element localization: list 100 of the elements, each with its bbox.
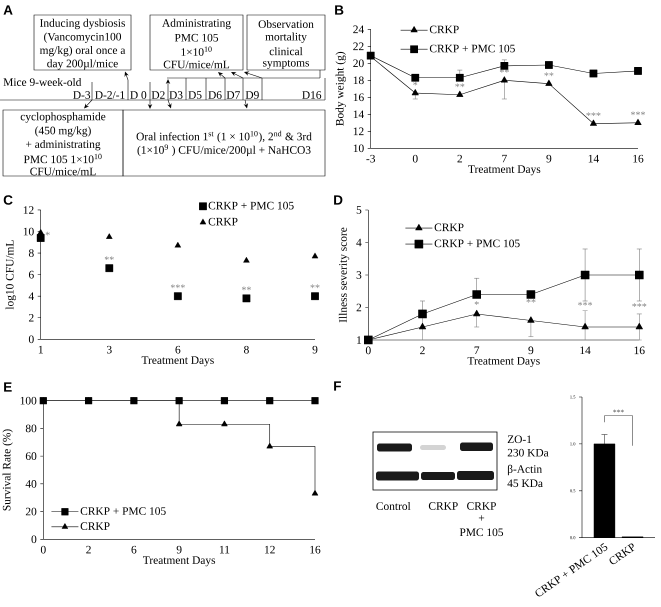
text: day 200µl/mice (47, 59, 118, 70)
annotation: *** (630, 112, 646, 116)
annotation: *** (632, 303, 646, 307)
text: PMC 105 1×10$^{10}$ (24, 154, 102, 164)
text: cyclophosphamide (20, 112, 106, 123)
x-tick-label: 6 (132, 546, 136, 554)
annotation: ** (455, 83, 464, 88)
x-axis-title: Treatment Days (142, 556, 216, 566)
x-tick-label: 2 (457, 154, 462, 162)
text: clinical (270, 47, 303, 56)
x-tick-label: 9 (312, 346, 318, 354)
y-tick-label: 16 (354, 93, 364, 102)
text: D-3 (73, 91, 90, 99)
annotation: ** (310, 284, 320, 288)
legend-label: CRKP + PMC 105 (208, 202, 294, 210)
text: 230 KDa (508, 448, 549, 457)
x-tick-label: 0 (366, 346, 371, 354)
text: D5 (188, 91, 202, 99)
x-tick-label: 9 (176, 546, 182, 554)
y-tick-label: 5 (356, 206, 362, 214)
text: PMC 105 (174, 34, 218, 42)
text: A (4, 5, 13, 15)
text: Inducing dysbiosis (40, 18, 126, 30)
y-tick-label: 60 (26, 452, 36, 460)
legend-label: CRKP (430, 26, 459, 34)
text: Oral infection 1$^{st}$ (1 × 10$^{10}$), 2$^{nd}$ & 3rd (136, 130, 312, 143)
annotation: ** (544, 72, 554, 76)
y-axis-title: log10 CFU/mL (6, 240, 16, 310)
text: D9 (246, 91, 259, 99)
y-tick-label: 20 (26, 508, 36, 516)
text: β-Actin (508, 464, 542, 476)
text: CRKP (467, 502, 496, 510)
x-tick-label: 1 (38, 346, 43, 354)
x-tick-label: 9 (528, 346, 534, 354)
text: (Vancomycin100 (44, 32, 122, 43)
text: CFU/mice/mL (164, 60, 230, 68)
text: D7 (226, 91, 240, 99)
y-tick-label: 100 (20, 396, 36, 405)
text: 1×10$^{10}$ (182, 46, 212, 56)
y-tick-label: 0 (28, 335, 34, 344)
y-tick-label: 2 (356, 304, 362, 312)
x-tick-label: 9 (546, 154, 552, 162)
x-tick-label: 12 (265, 546, 275, 554)
annotation: * (413, 82, 418, 86)
y-axis-title: Illness severity score (338, 228, 350, 322)
x-axis-title: Treatment Days (468, 165, 540, 176)
text: F (334, 381, 341, 391)
text: CRKP (428, 502, 458, 510)
y-tick-label: 10 (354, 144, 364, 152)
text: mortality (265, 32, 307, 43)
y-tick-label: 22 (353, 42, 364, 50)
text: + administrating (26, 140, 100, 150)
y-tick-label: 40 (26, 480, 36, 488)
annotation: * (474, 301, 479, 305)
chart-title: B (335, 5, 344, 15)
y-tick-label: 18 (354, 76, 364, 84)
annotation: ** (500, 69, 509, 73)
text: D16 (302, 91, 322, 99)
text: Control (376, 502, 410, 510)
chart-title: D (334, 195, 342, 205)
text: (1×10$^{9}$ ) CFU/mice/200µl + NaHCO3 (138, 144, 311, 156)
x-tick-label: -3 (366, 154, 376, 162)
chart-title: E (4, 382, 12, 392)
text: D2 (152, 91, 165, 99)
y-tick-label: 24 (353, 26, 364, 34)
x-tick-label: 16 (633, 154, 644, 162)
annotation: ** (242, 286, 251, 290)
x-tick-label: 0 (40, 546, 46, 554)
x-tick-label: 16 (634, 346, 645, 354)
legend-label: CRKP (208, 218, 238, 226)
annotation: ** (526, 298, 536, 303)
legend-label: CRKP (434, 224, 464, 232)
y-tick-label: 4 (28, 292, 34, 300)
x-tick-label: 6 (175, 346, 180, 354)
text: symptoms (263, 60, 310, 69)
y-tick-label: 80 (26, 424, 36, 432)
y-tick-label: 10 (24, 228, 34, 236)
text: PMC 105 (460, 528, 504, 536)
x-tick-label: 0 (412, 154, 418, 163)
x-axis-title: Treatment Days (468, 357, 540, 368)
text: D-2/-1 (95, 91, 125, 99)
x-tick-label: 8 (244, 346, 249, 354)
x-tick-label: 14 (580, 346, 591, 354)
text: Administrating (162, 18, 231, 30)
y-tick-label: 0 (32, 535, 36, 544)
x-tick-label: 7 (474, 346, 480, 354)
text: ZO-1 (508, 435, 532, 444)
annotation: *** (586, 112, 600, 116)
y-tick-label: 2 (28, 314, 34, 322)
y-tick-label: 12 (354, 128, 364, 136)
annotation: ** (104, 256, 114, 260)
annotation: *** (578, 302, 592, 306)
text: + (478, 515, 484, 521)
y-tick-label: 12 (24, 206, 34, 214)
text: (450 mg/kg) (35, 126, 91, 137)
y-tick-label: 4 (356, 238, 362, 246)
text: CFU/mice/mL (30, 168, 96, 176)
y-axis-title: Body weight (g) (336, 52, 346, 126)
annotation: *** (170, 284, 185, 288)
y-tick-label: 6 (28, 270, 34, 278)
